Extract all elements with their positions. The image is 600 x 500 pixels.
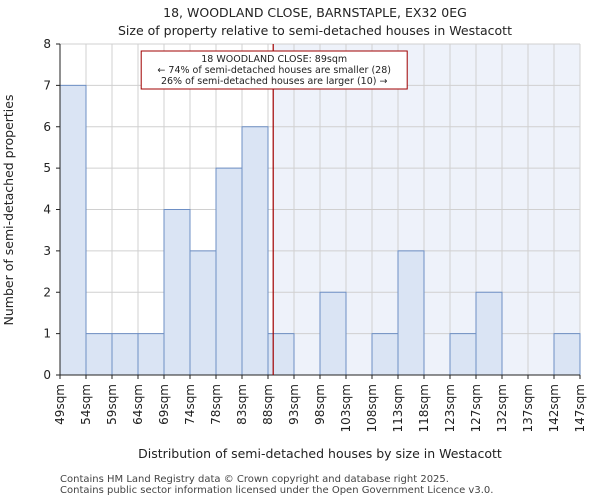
- histogram-bar: [189, 250, 217, 376]
- histogram-bar: [137, 333, 165, 376]
- y-axis-label: Number of semi-detached properties: [1, 95, 16, 326]
- histogram-bar: [371, 333, 399, 376]
- x-tick-label: 137sqm: [521, 384, 535, 432]
- chart-subtitle: Size of property relative to semi-detach…: [118, 23, 512, 38]
- x-tick-label: 64sqm: [131, 384, 145, 425]
- histogram-bar: [553, 333, 581, 376]
- annotation-box: [140, 50, 408, 90]
- annotation-larger: 26% of semi-detached houses are larger (…: [161, 76, 388, 87]
- x-tick-label: 147sqm: [573, 384, 587, 432]
- histogram-bar: [449, 333, 477, 376]
- x-tick-label: 83sqm: [235, 384, 249, 425]
- x-tick-label: 132sqm: [495, 384, 509, 432]
- x-tick-label: 103sqm: [339, 384, 353, 432]
- histogram-bar: [215, 167, 243, 376]
- y-tick-label: 5: [43, 161, 51, 175]
- x-tick-label: 74sqm: [183, 384, 197, 425]
- x-tick-label: 123sqm: [443, 384, 457, 432]
- histogram-bar: [267, 333, 295, 376]
- annotation-smaller: ← 74% of semi-detached houses are smalle…: [157, 65, 391, 76]
- x-tick-label: 49sqm: [53, 384, 67, 425]
- x-tick-label: 78sqm: [209, 384, 223, 425]
- plot-area: 0 1 2 3 4 5 6 7 8 49sqm 54sqm 59sqm 64sqm 69sqm 74sqm 7…: [43, 37, 587, 432]
- histogram-bar: [163, 209, 191, 376]
- x-tick-label: 127sqm: [469, 384, 483, 432]
- x-tick-label: 69sqm: [157, 384, 171, 425]
- y-tick-label: 7: [43, 78, 51, 92]
- histogram-chart: 18, WOODLAND CLOSE, BARNSTAPLE, EX32 0EG…: [1, 5, 587, 461]
- x-axis-label: Distribution of semi-detached houses by …: [138, 446, 502, 461]
- histogram-bar: [319, 291, 347, 376]
- x-tick-label: 113sqm: [391, 384, 405, 432]
- histogram-bar: [85, 333, 113, 376]
- y-tick-label: 6: [43, 120, 51, 134]
- histogram-bar: [475, 291, 503, 376]
- y-tick-label: 2: [43, 285, 51, 299]
- histogram-bar: [241, 126, 269, 376]
- y-tick-label: 1: [43, 327, 51, 341]
- x-tick-label: 59sqm: [105, 384, 119, 425]
- histogram-bar: [397, 250, 425, 376]
- y-tick-label: 0: [43, 368, 51, 382]
- x-tick-label: 118sqm: [417, 384, 431, 432]
- histogram-bar: [59, 84, 87, 376]
- annotation-title: 18 WOODLAND CLOSE: 89sqm: [201, 54, 347, 65]
- x-tick-label: 98sqm: [313, 384, 327, 425]
- footer-licence: Contains public sector information licen…: [60, 485, 494, 496]
- x-tick-label: 108sqm: [365, 384, 379, 432]
- y-tick-label: 4: [43, 203, 51, 217]
- x-tick-label: 93sqm: [287, 384, 301, 425]
- x-tick-label: 142sqm: [547, 384, 561, 432]
- y-tick-label: 3: [43, 244, 51, 258]
- histogram-bar: [111, 333, 139, 376]
- y-tick-label: 8: [43, 37, 51, 51]
- x-tick-label: 88sqm: [261, 384, 275, 425]
- chart-title: 18, WOODLAND CLOSE, BARNSTAPLE, EX32 0EG: [163, 5, 467, 20]
- footer-copyright: Contains HM Land Registry data © Crown c…: [60, 474, 449, 485]
- x-tick-label: 54sqm: [79, 384, 93, 425]
